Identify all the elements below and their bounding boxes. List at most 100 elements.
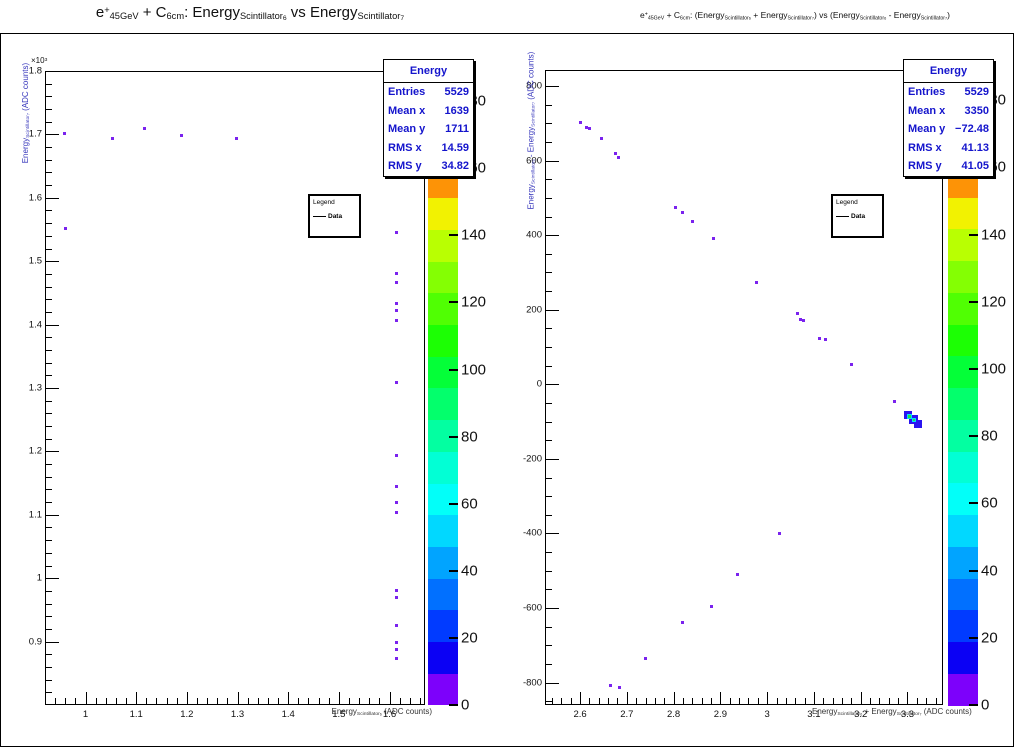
title-segment: 6cm bbox=[680, 15, 690, 22]
data-point bbox=[613, 152, 617, 156]
palette-tick bbox=[449, 435, 458, 438]
data-point bbox=[111, 136, 115, 140]
y-minor-tick bbox=[545, 701, 552, 703]
title-segment: 3 bbox=[44, 58, 48, 64]
palette-tick bbox=[969, 300, 978, 303]
data-point bbox=[394, 648, 398, 652]
stats-label: RMS x bbox=[908, 141, 942, 154]
palette-band bbox=[428, 451, 458, 484]
y-minor-tick bbox=[45, 362, 52, 364]
legend-entry-label: Data bbox=[851, 213, 866, 220]
x-minor-tick bbox=[832, 698, 834, 705]
y-tick-label: 1.1 bbox=[28, 509, 42, 521]
stats-row: Entries 5529 bbox=[904, 83, 993, 102]
right-stats-box[interactable]: Energy Entries 5529 Mean x 3350 Mean y −72.… bbox=[903, 59, 994, 177]
title-segment: 6 bbox=[860, 712, 863, 717]
data-line-marker bbox=[313, 215, 326, 217]
y-minor-tick bbox=[545, 123, 552, 125]
y-tick-label: 1.5 bbox=[28, 255, 42, 267]
y-minor-tick bbox=[545, 477, 552, 479]
palette-tick bbox=[969, 502, 978, 505]
palette-tick-label: 120 bbox=[461, 293, 487, 311]
y-minor-tick bbox=[45, 654, 52, 656]
stats-row: Entries 5529 bbox=[384, 83, 473, 102]
x-minor-tick bbox=[589, 698, 591, 705]
x-minor-tick bbox=[841, 698, 843, 705]
left-legend-box[interactable]: Legend Data bbox=[308, 194, 361, 238]
title-segment: 45GeV bbox=[647, 15, 665, 22]
y-minor-tick bbox=[45, 210, 52, 212]
y-minor-tick bbox=[45, 159, 52, 161]
y-minor-tick bbox=[545, 552, 552, 554]
title-segment: Energy bbox=[331, 707, 357, 716]
palette-tick bbox=[969, 569, 978, 572]
x-minor-tick bbox=[888, 698, 890, 705]
y-minor-tick bbox=[545, 104, 552, 106]
y-minor-tick bbox=[45, 311, 52, 313]
title-segment: 6 bbox=[532, 159, 537, 162]
palette-band bbox=[428, 483, 458, 516]
y-minor-tick bbox=[545, 645, 552, 647]
x-minor-tick bbox=[126, 698, 128, 705]
y-major-tick bbox=[45, 324, 59, 326]
data-point bbox=[712, 237, 716, 241]
x-minor-tick bbox=[176, 698, 178, 705]
data-point bbox=[394, 453, 398, 457]
palette-band bbox=[948, 292, 978, 325]
x-minor-tick bbox=[146, 698, 148, 705]
x-tick-label: 3.2 bbox=[854, 709, 868, 720]
x-tick-label: 1.6 bbox=[382, 709, 397, 720]
y-minor-tick bbox=[45, 248, 52, 250]
y-tick-label: 0.9 bbox=[28, 636, 42, 648]
x-tick-label: 2.6 bbox=[573, 709, 587, 720]
palette-band bbox=[948, 451, 978, 484]
x-minor-tick bbox=[748, 698, 750, 705]
x-minor-tick bbox=[409, 698, 411, 705]
x-minor-tick bbox=[328, 698, 330, 705]
title-segment: 6 bbox=[748, 16, 751, 21]
title-segment: ) vs (Energy bbox=[813, 10, 860, 20]
x-tick-label: 1.3 bbox=[230, 709, 245, 720]
stats-label: Entries bbox=[388, 86, 426, 99]
data-point bbox=[180, 134, 184, 138]
x-minor-tick bbox=[166, 698, 168, 705]
x-minor-tick bbox=[207, 698, 209, 705]
stats-label: Mean y bbox=[388, 123, 426, 136]
y-tick-label: 1.4 bbox=[28, 319, 42, 331]
right-legend-box[interactable]: Legend Data bbox=[831, 194, 884, 238]
y-major-tick bbox=[545, 235, 559, 237]
y-tick-label: 1.6 bbox=[28, 192, 42, 204]
left-plot-title: e+45GeV + C6cm: EnergyScintillator6 vs E… bbox=[40, 4, 460, 22]
x-major-tick bbox=[288, 692, 290, 705]
x-minor-tick bbox=[105, 698, 107, 705]
y-minor-tick bbox=[45, 400, 52, 402]
title-segment: 7 bbox=[532, 102, 537, 104]
stats-row: RMS x 14.59 bbox=[384, 139, 473, 158]
data-point bbox=[893, 400, 897, 404]
palette-tick-label: 100 bbox=[981, 360, 1007, 378]
y-tick-label: 0 bbox=[536, 378, 542, 390]
title-segment: e bbox=[640, 10, 645, 20]
palette-tick-label: 140 bbox=[461, 226, 487, 244]
data-point bbox=[64, 226, 68, 230]
y-minor-tick bbox=[45, 464, 52, 466]
palette-band bbox=[948, 546, 978, 579]
title-segment: Scintillator bbox=[531, 104, 537, 127]
y-tick-label: 200 bbox=[526, 304, 542, 316]
y-minor-tick bbox=[45, 273, 52, 275]
y-tick-label: -600 bbox=[522, 602, 542, 614]
x-tick-label: 2.9 bbox=[713, 709, 727, 720]
x-minor-tick bbox=[247, 698, 249, 705]
title-segment: Scintillator bbox=[787, 15, 812, 22]
x-minor-tick bbox=[399, 698, 401, 705]
x-major-tick bbox=[767, 692, 769, 705]
palette-tick-label: 40 bbox=[981, 562, 998, 580]
title-segment: + Energy bbox=[862, 707, 897, 716]
y-tick-label: 600 bbox=[526, 155, 542, 167]
y-minor-tick bbox=[545, 496, 552, 498]
x-minor-tick bbox=[318, 698, 320, 705]
data-point bbox=[394, 656, 398, 660]
stats-value: 1639 bbox=[444, 104, 469, 117]
left-stats-box[interactable]: Energy Entries 5529 Mean x 1639 Mean y 1711… bbox=[383, 59, 474, 177]
stats-row: Mean y 1711 bbox=[384, 120, 473, 139]
